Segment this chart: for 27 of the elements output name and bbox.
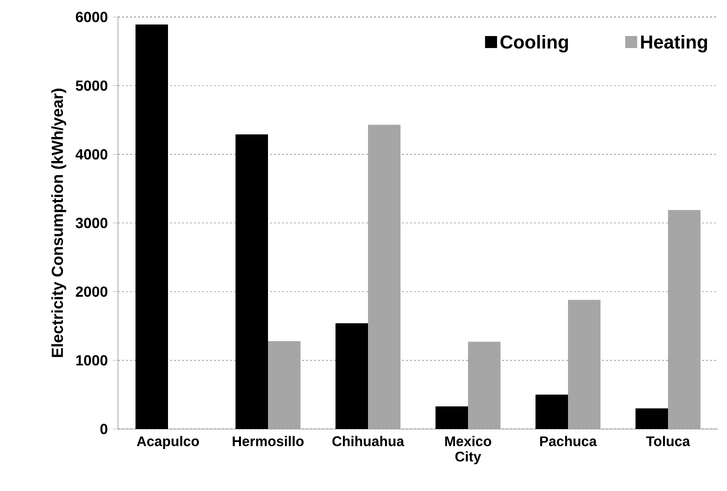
y-tick-label: 5000 [76,80,108,91]
x-tick-label: Acapulco [136,436,199,449]
bar [636,408,668,429]
y-tick-label: 0 [100,424,108,434]
x-tick-label: Pachuca [540,436,597,446]
y-tick-label: 3000 [76,218,108,228]
bar [536,394,568,429]
bar [368,124,401,429]
y-axis-title: Electricity Consumption (kWh/year) [51,88,66,358]
x-tick-label: Mexico City [445,436,492,464]
y-tick-label: 2000 [76,286,108,297]
y-tick-label: 6000 [76,12,108,22]
y-tick-label: 1000 [76,355,108,366]
legend-label: Cooling [500,34,568,52]
bar [468,342,501,429]
bar [668,210,701,429]
bar [136,24,168,429]
legend-label: Heating [641,34,708,52]
x-tick-label: Toluca [646,436,690,446]
bar [336,323,368,429]
y-tick-label: 4000 [76,149,108,160]
bar [236,134,268,429]
x-tick-label: Chihuahua [332,436,404,446]
x-tick-label: Hermosillo [232,436,304,446]
bar [568,300,601,429]
bar [436,406,468,429]
bar [268,341,301,429]
